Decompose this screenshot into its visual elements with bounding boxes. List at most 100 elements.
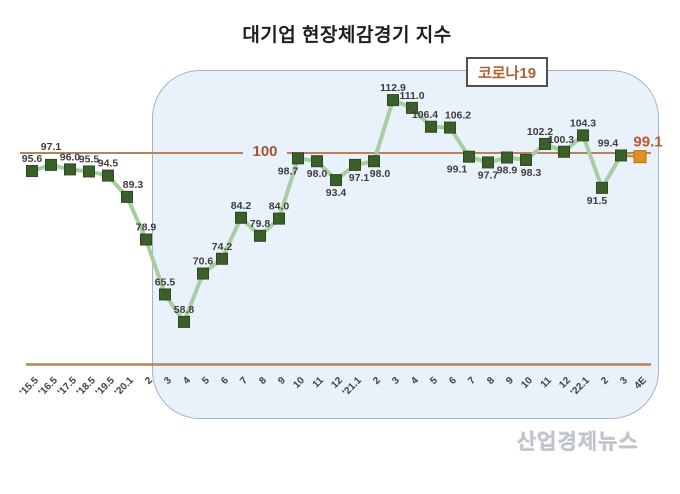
data-point-marker (45, 158, 57, 171)
x-axis-label: 4E (633, 375, 650, 392)
data-point-label: 102.2 (527, 126, 553, 138)
x-axis-label: 3 (162, 375, 174, 387)
x-axis-label: 3 (618, 375, 630, 387)
data-point-label: 91.5 (587, 195, 608, 207)
data-point-label: 99.1 (447, 164, 468, 176)
data-point-marker (558, 145, 570, 158)
data-point-marker (596, 181, 608, 194)
x-axis-label: 8 (257, 375, 269, 387)
covid19-annotation-badge: 코로나19 (466, 57, 548, 87)
data-point-label: 70.6 (193, 256, 214, 268)
data-point-marker (425, 120, 437, 133)
data-point-marker (273, 212, 285, 225)
x-axis-label: 3 (390, 375, 402, 387)
data-point-marker (254, 229, 266, 242)
reference-line-label: 100 (252, 143, 278, 160)
data-point-label: 98.9 (497, 165, 518, 177)
x-axis-label: 5 (428, 375, 440, 387)
x-axis-label: '20.1 (113, 375, 137, 399)
data-point-label: 97.1 (349, 172, 370, 184)
data-point-marker (615, 149, 627, 162)
data-point-marker (520, 153, 532, 166)
data-point-marker (216, 252, 228, 265)
data-point-marker (178, 315, 190, 328)
x-axis-label: 5 (200, 375, 212, 387)
data-point-label: 95.6 (22, 153, 43, 165)
x-axis-label: 11 (539, 375, 555, 391)
data-point-label: 96.0 (60, 151, 81, 163)
data-point-label: 104.3 (570, 117, 596, 129)
x-axis-label: '22.1 (569, 375, 593, 399)
data-point-marker (368, 155, 380, 168)
data-point-marker (406, 101, 418, 114)
data-point-label: 106.4 (412, 109, 438, 121)
data-point-marker (330, 174, 342, 187)
data-point-label: 58.8 (174, 304, 195, 316)
x-axis-label: 4 (409, 375, 421, 387)
data-point-label: 99.4 (598, 137, 619, 149)
data-point-marker (83, 165, 95, 178)
data-point-marker (463, 150, 475, 163)
x-axis-label: 6 (219, 375, 231, 387)
x-axis-label: 6 (447, 375, 459, 387)
data-point-label: 111.0 (399, 90, 424, 102)
data-point-label: 98.0 (370, 168, 391, 180)
data-point-marker (444, 121, 456, 134)
chart-plot-area (152, 70, 659, 419)
chart-title: 대기업 현장체감경기 지수 (242, 25, 452, 46)
x-axis-label: 10 (519, 375, 535, 391)
x-axis-label: 9 (276, 375, 288, 387)
x-axis-label: '17.5 (56, 375, 80, 399)
x-axis-label: 2 (143, 375, 155, 387)
data-point-label: 98.7 (278, 165, 299, 177)
data-point-marker (501, 151, 513, 164)
x-axis-label: '15.5 (18, 375, 42, 399)
data-point-marker (482, 156, 494, 169)
watermark: 산업경제뉴스 (517, 431, 639, 454)
data-point-marker (197, 267, 209, 280)
data-point-label: 65.5 (155, 276, 176, 288)
x-axis-label: '16.5 (37, 375, 61, 399)
data-point-label: 95.5 (79, 153, 100, 165)
data-point-marker (64, 163, 76, 176)
data-point-label: 93.4 (326, 187, 347, 199)
data-point-label: 112.9 (380, 82, 406, 94)
data-point-marker (539, 137, 551, 150)
data-point-label: 84.0 (269, 201, 290, 213)
data-point-label: 79.8 (250, 218, 271, 230)
data-point-marker (102, 169, 114, 182)
x-axis-label: 7 (238, 375, 250, 387)
data-point-marker (140, 233, 152, 246)
data-point-label: 106.2 (445, 110, 471, 122)
data-point-label: 100.3 (548, 134, 574, 146)
data-point-label: 89.3 (123, 179, 144, 191)
data-point-marker (349, 158, 361, 171)
x-axis-label: 2 (599, 375, 611, 387)
data-point-label: 98.0 (307, 168, 328, 180)
data-point-marker (159, 288, 171, 301)
data-point-label: 98.3 (521, 167, 542, 179)
x-axis-label: 4 (181, 375, 193, 387)
x-axis-label: 2 (371, 375, 383, 387)
data-point-marker (577, 129, 589, 142)
data-point-label: 94.5 (98, 158, 119, 170)
data-point-marker (235, 211, 247, 224)
x-axis-label: '18.5 (75, 375, 99, 399)
x-axis-label: '19.5 (94, 375, 118, 399)
x-axis-label: 7 (466, 375, 478, 387)
data-point-label: 99.1 (633, 134, 662, 151)
data-point-marker (26, 165, 38, 178)
x-axis-label: 8 (485, 375, 497, 387)
data-point-marker (292, 152, 304, 165)
data-point-label: 97.7 (478, 169, 499, 181)
data-point-label: 74.2 (212, 241, 233, 253)
x-axis-label: 9 (504, 375, 516, 387)
x-axis-label: 10 (291, 375, 307, 391)
data-point-label: 84.2 (231, 200, 252, 212)
data-point-label: 97.1 (41, 141, 62, 153)
data-point-marker (311, 155, 323, 168)
data-point-marker (121, 190, 133, 203)
data-point-marker (387, 94, 399, 107)
